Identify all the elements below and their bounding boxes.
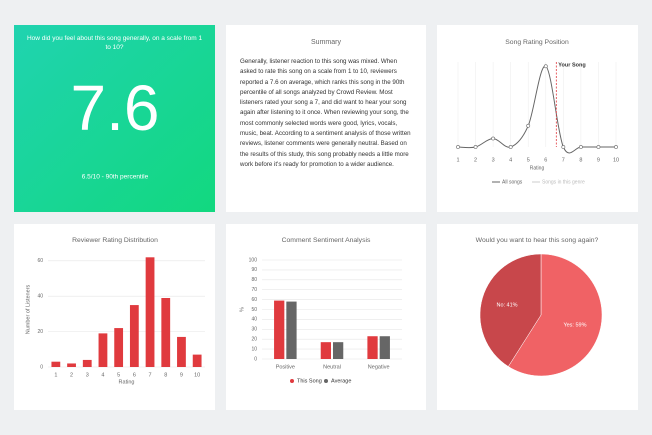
y-tick-label: 60 bbox=[37, 258, 43, 264]
y-tick-label: 60 bbox=[251, 297, 257, 303]
bar bbox=[320, 342, 331, 359]
x-tick-label: 5 bbox=[117, 372, 120, 378]
y-tick-label: 30 bbox=[251, 327, 257, 333]
x-tick-label: 7 bbox=[149, 372, 152, 378]
legend-label: Songs in this genre bbox=[542, 179, 585, 185]
bar bbox=[286, 301, 297, 359]
score-value: 7.6 bbox=[71, 72, 160, 144]
bar bbox=[274, 300, 285, 359]
y-tick-label: 0 bbox=[40, 364, 43, 370]
bar bbox=[67, 363, 76, 367]
x-tick-label: 4 bbox=[509, 157, 512, 163]
x-tick-label: 3 bbox=[492, 157, 495, 163]
legend-label: Average bbox=[331, 378, 351, 384]
summary-text: Generally, listener reaction to this son… bbox=[240, 58, 411, 168]
y-tick-label: 20 bbox=[37, 329, 43, 335]
bar bbox=[161, 298, 171, 367]
x-tick-label: 1 bbox=[456, 157, 459, 163]
x-tick-label: 6 bbox=[544, 157, 547, 163]
x-tick-label: 2 bbox=[70, 372, 73, 378]
x-tick-label: 1 bbox=[54, 372, 57, 378]
x-tick-label: 4 bbox=[101, 372, 104, 378]
bar bbox=[379, 336, 390, 359]
x-tick-label: Neutral bbox=[323, 364, 341, 370]
x-tick-label: 9 bbox=[597, 157, 600, 163]
summary-card bbox=[226, 25, 426, 212]
slice-label: Yes: 59% bbox=[563, 322, 586, 328]
chart-card bbox=[14, 224, 215, 410]
score-card bbox=[14, 25, 215, 212]
bar bbox=[129, 305, 139, 367]
x-tick-label: 6 bbox=[133, 372, 136, 378]
legend-swatch bbox=[290, 379, 294, 383]
x-tick-label: 10 bbox=[194, 372, 200, 378]
bar bbox=[82, 359, 92, 367]
y-tick-label: 40 bbox=[251, 317, 257, 323]
bar bbox=[114, 328, 124, 367]
x-tick-label: 8 bbox=[579, 157, 582, 163]
point bbox=[508, 145, 513, 149]
legend-swatch bbox=[324, 379, 328, 383]
chart-title: Reviewer Rating Distribution bbox=[72, 237, 158, 244]
point bbox=[614, 145, 618, 149]
x-tick-label: Positive bbox=[276, 364, 295, 370]
point bbox=[561, 145, 566, 149]
y-tick-label: 20 bbox=[251, 337, 257, 343]
bar bbox=[367, 336, 378, 359]
score-question: How did you feel about this song general… bbox=[26, 35, 203, 51]
y-tick-label: 40 bbox=[37, 294, 43, 300]
chart-title: Comment Sentiment Analysis bbox=[282, 237, 371, 244]
annotation-label: Your Song bbox=[558, 62, 585, 68]
chart-card bbox=[437, 25, 638, 212]
line bbox=[457, 65, 616, 154]
x-axis-label: Rating bbox=[119, 379, 135, 385]
score-subtitle: 6.5/10 - 90th percentile bbox=[82, 174, 149, 181]
chart-title: Would you want to hear this song again? bbox=[476, 237, 599, 244]
legend-label: All songs bbox=[502, 179, 523, 185]
y-axis-label: Number of Listeners bbox=[25, 284, 31, 334]
y-axis-label: % bbox=[239, 307, 245, 312]
bar bbox=[145, 257, 155, 367]
slice-label: No: 41% bbox=[496, 303, 517, 309]
point bbox=[473, 145, 478, 149]
y-tick-label: 80 bbox=[251, 277, 257, 283]
x-tick-label: 2 bbox=[474, 157, 477, 163]
x-tick-label: 3 bbox=[86, 372, 89, 378]
x-tick-label: 9 bbox=[180, 372, 183, 378]
point bbox=[456, 145, 460, 149]
bar bbox=[51, 361, 61, 367]
bar bbox=[192, 354, 202, 367]
y-tick-label: 100 bbox=[249, 257, 258, 263]
y-tick-label: 10 bbox=[251, 346, 257, 352]
y-tick-label: 90 bbox=[251, 267, 257, 273]
point bbox=[596, 145, 601, 149]
pie-slice bbox=[479, 253, 542, 367]
x-tick-label: 10 bbox=[613, 157, 619, 163]
x-tick-label: 7 bbox=[562, 157, 565, 163]
bar bbox=[98, 333, 108, 367]
point bbox=[526, 123, 531, 128]
y-tick-label: 70 bbox=[251, 287, 257, 293]
score-question-box: How did you feel about this song general… bbox=[26, 35, 203, 51]
x-axis-label: Rating bbox=[530, 165, 545, 171]
pie-slice bbox=[507, 253, 603, 377]
point bbox=[578, 145, 583, 149]
y-tick-label: 50 bbox=[251, 307, 257, 313]
bar bbox=[177, 336, 186, 367]
y-tick-label: 0 bbox=[254, 356, 257, 362]
legend-label: This Song bbox=[297, 378, 322, 384]
summary-title: Summary bbox=[311, 39, 341, 46]
point bbox=[543, 64, 548, 69]
x-tick-label: Negative bbox=[368, 364, 390, 370]
bar bbox=[333, 342, 344, 359]
chart-title: Song Rating Position bbox=[505, 39, 569, 46]
x-tick-label: 8 bbox=[164, 372, 167, 378]
x-tick-label: 5 bbox=[527, 157, 530, 163]
point bbox=[491, 136, 496, 141]
